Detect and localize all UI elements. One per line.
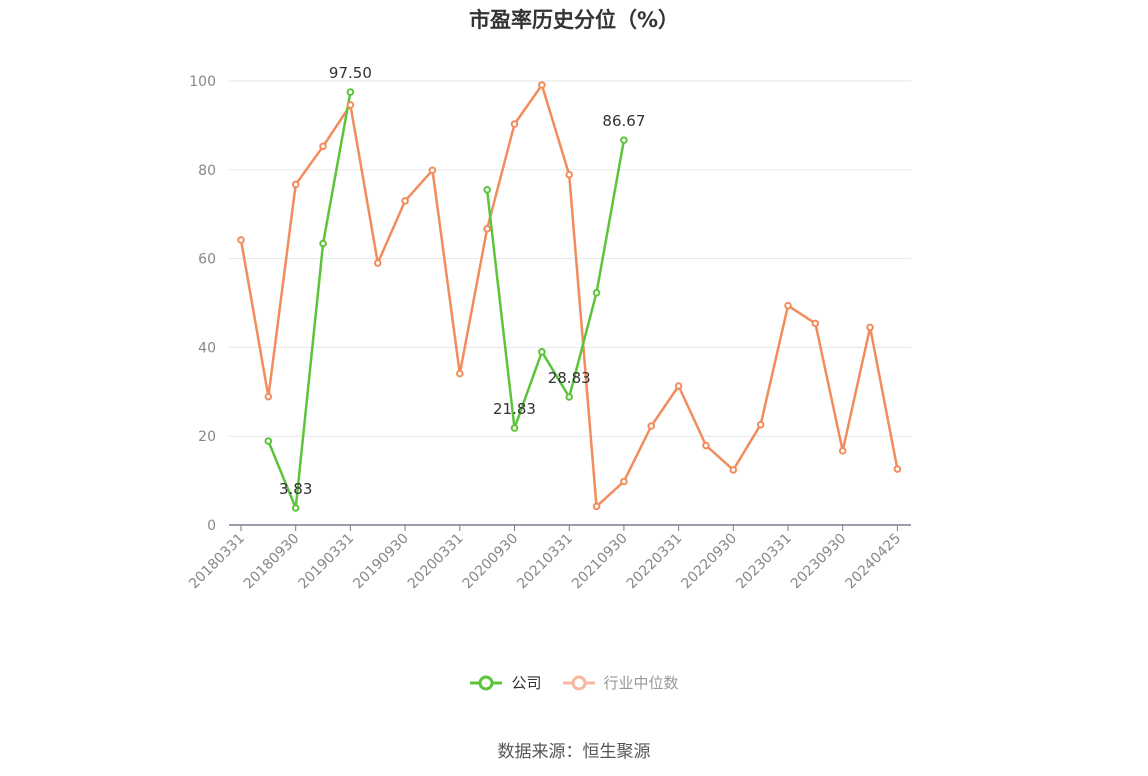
legend-item-industry[interactable]: 行业中位数 bbox=[562, 672, 679, 693]
y-tick-labels: 0 20 40 60 80 100 bbox=[189, 74, 216, 534]
industry-point bbox=[866, 323, 874, 332]
y-tick-label: 60 bbox=[198, 252, 216, 268]
industry-point bbox=[838, 447, 847, 455]
industry-point bbox=[373, 259, 382, 267]
company-point bbox=[319, 239, 327, 248]
y-tick-label: 0 bbox=[207, 518, 216, 534]
industry-point bbox=[756, 420, 765, 429]
company-point bbox=[510, 424, 519, 432]
company-data-label: 21.83 bbox=[493, 400, 536, 418]
industry-point bbox=[620, 477, 628, 486]
industry-point bbox=[291, 180, 300, 189]
company-data-label: 97.50 bbox=[329, 64, 372, 82]
industry-point bbox=[729, 466, 738, 474]
legend-industry-marker bbox=[562, 675, 595, 690]
industry-point bbox=[456, 369, 464, 378]
industry-point bbox=[237, 236, 245, 244]
x-tick-label: 20210331 bbox=[514, 531, 576, 593]
grid-lines bbox=[229, 80, 911, 437]
x-tick-label: 20240425 bbox=[843, 531, 905, 593]
industry-point bbox=[702, 441, 710, 450]
chart-title: 市盈率历史分位（%） bbox=[468, 8, 680, 32]
x-tick-label: 20190930 bbox=[350, 531, 412, 593]
industry-point bbox=[319, 142, 327, 151]
industry-point bbox=[483, 225, 491, 233]
company-point bbox=[483, 185, 491, 194]
data-labels: 3.83 97.50 21.83 28.83 86.67 bbox=[279, 64, 645, 498]
company-data-label: 3.83 bbox=[279, 480, 312, 498]
industry-point bbox=[538, 81, 546, 89]
x-tick-label: 20230930 bbox=[788, 531, 850, 593]
company-point bbox=[291, 504, 300, 512]
x-tick-label: 20180331 bbox=[186, 531, 248, 593]
x-tick-label: 20200331 bbox=[405, 531, 467, 593]
industry-point bbox=[647, 422, 656, 430]
legend-company-label: 公司 bbox=[511, 674, 542, 692]
legend-item-company[interactable]: 公司 bbox=[469, 672, 542, 693]
y-tick-label: 100 bbox=[189, 74, 216, 90]
x-tick-label: 20190331 bbox=[296, 531, 358, 593]
y-tick-label: 80 bbox=[198, 163, 216, 179]
industry-point bbox=[264, 392, 273, 401]
industry-point bbox=[346, 101, 355, 109]
x-tick-label: 20210930 bbox=[569, 531, 631, 593]
industry-point bbox=[401, 197, 409, 205]
industry-point bbox=[510, 120, 519, 128]
legend-company-marker bbox=[470, 675, 503, 690]
x-tick-label: 20220930 bbox=[678, 531, 740, 593]
x-tick-label: 20200930 bbox=[460, 531, 522, 593]
legend-industry-label: 行业中位数 bbox=[603, 674, 679, 692]
x-axis bbox=[229, 524, 911, 531]
company-point bbox=[592, 288, 601, 297]
x-tick-label: 20230331 bbox=[733, 531, 795, 593]
legend: 公司 行业中位数 bbox=[0, 672, 1148, 693]
data-source: 数据来源：恒生聚源 bbox=[497, 742, 651, 762]
industry-point bbox=[592, 502, 601, 511]
y-tick-label: 40 bbox=[198, 340, 216, 356]
industry-point bbox=[674, 382, 683, 390]
x-tick-label: 20220331 bbox=[624, 531, 686, 593]
industry-point bbox=[565, 170, 574, 179]
company-line bbox=[267, 91, 626, 510]
company-point bbox=[538, 348, 546, 356]
y-tick-label: 20 bbox=[198, 429, 216, 445]
company-point bbox=[264, 437, 273, 445]
company-data-label: 86.67 bbox=[602, 112, 645, 130]
industry-point bbox=[784, 301, 792, 310]
x-tick-labels: 2018033120180930201903312019093020200331… bbox=[186, 531, 904, 593]
company-data-label: 28.83 bbox=[548, 369, 591, 387]
industry-point bbox=[893, 465, 902, 473]
company-point bbox=[620, 136, 628, 144]
series-points bbox=[237, 81, 902, 512]
industry-point bbox=[811, 319, 820, 328]
series-lines bbox=[239, 83, 899, 510]
company-point bbox=[346, 88, 355, 96]
industry-point bbox=[428, 166, 437, 175]
company-point bbox=[565, 393, 574, 401]
x-tick-label: 20180930 bbox=[241, 531, 303, 593]
